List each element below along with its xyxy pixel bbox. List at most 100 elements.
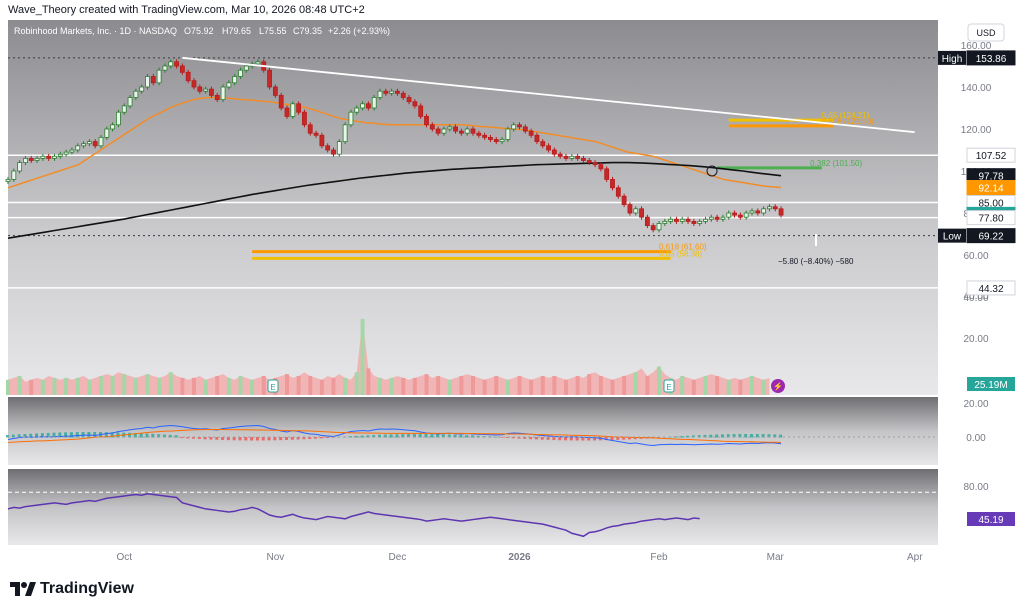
low-tag: Low [943, 232, 962, 243]
volume-bar [226, 377, 231, 395]
ohlc-high: H79.65 [222, 26, 251, 36]
ma50-label: 92.14 [978, 184, 1003, 195]
candle [726, 212, 732, 218]
candle [377, 90, 383, 98]
volume-bar [389, 377, 394, 395]
rsi-series [7, 491, 938, 538]
candle [284, 107, 290, 117]
volume-bar [622, 376, 627, 395]
volume-value-badge [967, 377, 1015, 391]
candle [191, 80, 197, 88]
macd-histogram-bar [407, 434, 411, 438]
volume-bar [726, 379, 731, 395]
volume-bar [308, 376, 313, 395]
candle [418, 105, 424, 117]
volume-bar [238, 376, 243, 395]
volume-bar [738, 379, 743, 395]
macd-histogram-bar [529, 437, 533, 440]
candle [267, 69, 272, 88]
macd-histogram-bar [232, 437, 236, 441]
candle [162, 65, 168, 71]
macd-histogram-bar [348, 436, 352, 438]
macd-histogram-bar [761, 434, 765, 438]
horizontal-levels [8, 57, 938, 289]
candle [214, 95, 220, 101]
candle [528, 130, 534, 136]
candle [476, 132, 482, 136]
macd-histogram-bar [23, 434, 27, 438]
level-77-label-bg [966, 210, 1016, 226]
macd-histogram-bar [58, 432, 62, 438]
macd-histogram-bar [378, 434, 381, 438]
candle [243, 65, 249, 71]
price-tick: 160.00 [961, 41, 992, 52]
volume-bar [750, 376, 754, 395]
macd-histogram-bar [174, 435, 178, 438]
candle [575, 155, 581, 159]
macd-histogram-bar [290, 437, 294, 440]
volume-bar [540, 376, 545, 395]
macd-histogram-bar [395, 434, 399, 438]
macd-histogram-bar [680, 436, 684, 438]
volume-bar [494, 376, 499, 395]
candle [458, 130, 464, 134]
volume-bar [412, 377, 417, 395]
tradingview-brand: TradingView [40, 580, 134, 597]
low-tag-bg [938, 228, 966, 243]
macd-histogram-bar [360, 435, 364, 438]
candle [92, 141, 98, 147]
volume-bar [715, 376, 720, 395]
candle [708, 216, 714, 220]
candle [348, 111, 354, 126]
macd-histogram-bar [511, 437, 515, 439]
macd-histogram-bar [697, 435, 701, 438]
volume-bar [133, 377, 138, 395]
macd-histogram-bar [372, 435, 376, 438]
volume-bar [75, 377, 80, 395]
earnings-marker-feb[interactable]: E [663, 379, 675, 393]
candle [429, 124, 435, 130]
macd-histogram-bar [221, 437, 225, 440]
candle [778, 208, 784, 216]
candle [116, 111, 121, 126]
volume-bar [378, 377, 382, 395]
candle [104, 128, 110, 138]
macd-histogram-bar [116, 432, 120, 438]
volume-bar [436, 376, 441, 395]
volume-bar [296, 376, 301, 395]
macd-histogram-bar [354, 435, 358, 438]
candle [697, 220, 703, 224]
earnings-marker-nov[interactable]: E [267, 379, 279, 393]
tradingview-logo[interactable]: TradingView [10, 580, 134, 598]
candle [569, 155, 575, 159]
macd-histogram-bar [302, 437, 306, 440]
macd-histogram-bar [430, 434, 434, 438]
candle [656, 223, 662, 231]
macd-histogram-bar [52, 432, 56, 438]
currency-button[interactable] [967, 23, 1005, 42]
macd-histogram-bar [383, 434, 387, 438]
candle [447, 126, 453, 130]
macd-histogram-bar [192, 437, 195, 439]
ma200-label: 97.78 [978, 172, 1003, 183]
candle [28, 157, 34, 161]
volume-value: 25.19M [974, 380, 1007, 391]
event-icon[interactable]: ⚡ [771, 379, 785, 393]
macd-histogram-bar [686, 435, 690, 438]
macd-histogram-bar [465, 435, 469, 438]
macd-histogram-bar [755, 434, 759, 438]
candle [75, 145, 81, 151]
signal-line [7, 429, 782, 443]
high-label-bg [966, 50, 1016, 66]
candle [86, 141, 92, 145]
volume-bar [331, 377, 336, 395]
candle [615, 187, 621, 197]
fib-0382-label: 0.382 (101.50) [810, 159, 862, 168]
candle [534, 134, 540, 143]
macd-histogram-bar [691, 435, 695, 438]
volume-bar [354, 372, 359, 395]
main-pane-bg [8, 20, 938, 395]
time-label: 2026 [508, 552, 531, 563]
volume-bar [87, 379, 92, 395]
